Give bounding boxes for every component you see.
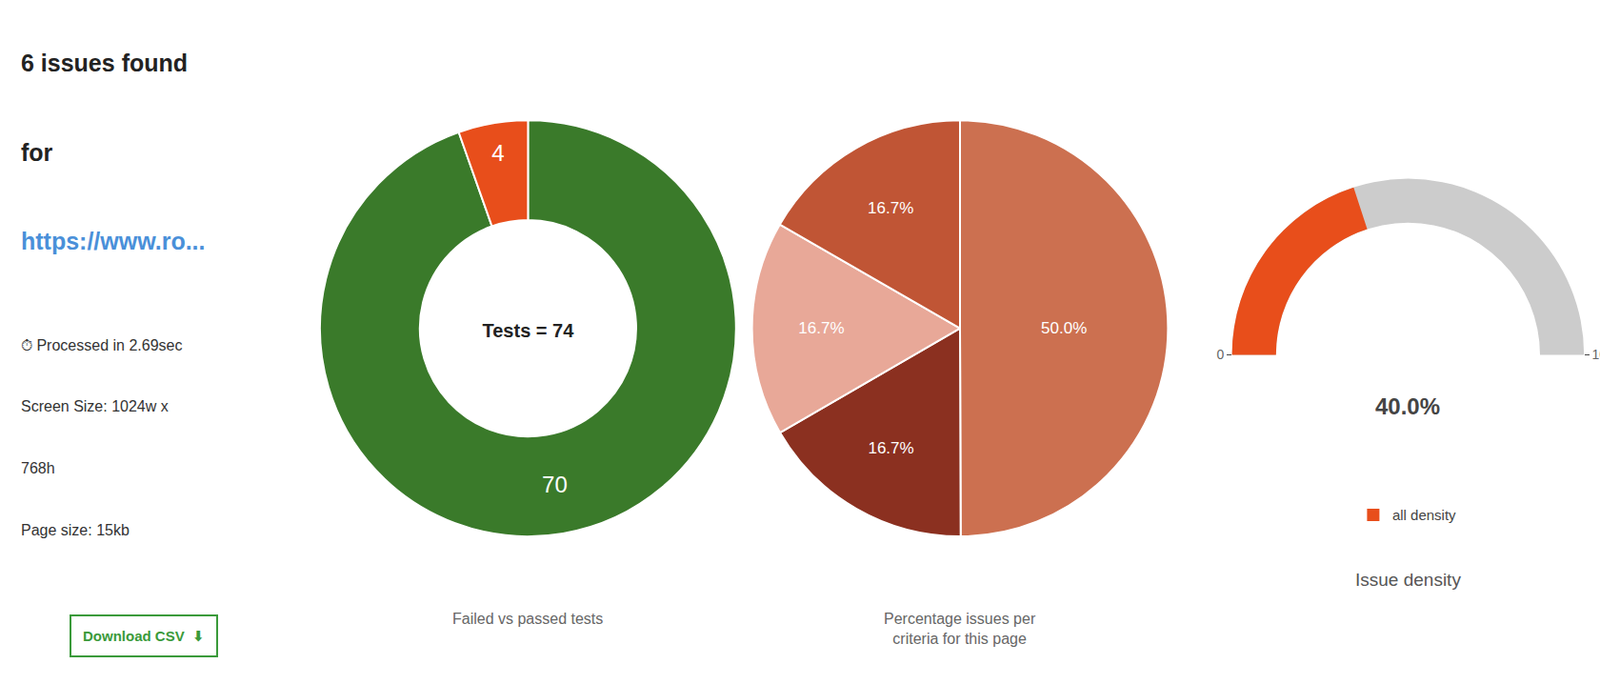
svg-text:⏱ Processed in 2.69sec: ⏱ Processed in 2.69sec [20,337,182,354]
svg-text:all density: all density [1392,506,1457,523]
svg-text:Percentage issues percriteria: Percentage issues percriteria for this p… [883,610,1037,647]
svg-text:768h: 768h [20,460,56,477]
svg-text:Download CSV ⬇: Download CSV ⬇ [82,627,205,644]
svg-text:50.0%: 50.0% [1040,319,1087,338]
svg-text:6 issues found: 6 issues found [20,49,188,77]
svg-text:0: 0 [1217,346,1225,362]
svg-text:Tests = 74: Tests = 74 [481,320,575,341]
svg-text:Page size: 15kb: Page size: 15kb [20,521,130,539]
svg-text:40.0%: 40.0% [1375,393,1440,420]
svg-text:16.7%: 16.7% [798,319,844,338]
svg-text:Issue density: Issue density [1355,569,1461,590]
svg-text:Failed vs passed tests: Failed vs passed tests [452,610,603,627]
svg-text:16.7%: 16.7% [867,439,914,458]
svg-text:16.7%: 16.7% [867,199,914,218]
svg-text:70: 70 [541,471,568,498]
svg-text:for: for [20,139,54,166]
svg-text:https://www.ro...: https://www.ro... [20,227,206,255]
svg-text:100: 100 [1592,346,1600,362]
svg-text:4: 4 [491,140,504,166]
svg-text:Screen Size: 1024w x: Screen Size: 1024w x [20,398,169,415]
